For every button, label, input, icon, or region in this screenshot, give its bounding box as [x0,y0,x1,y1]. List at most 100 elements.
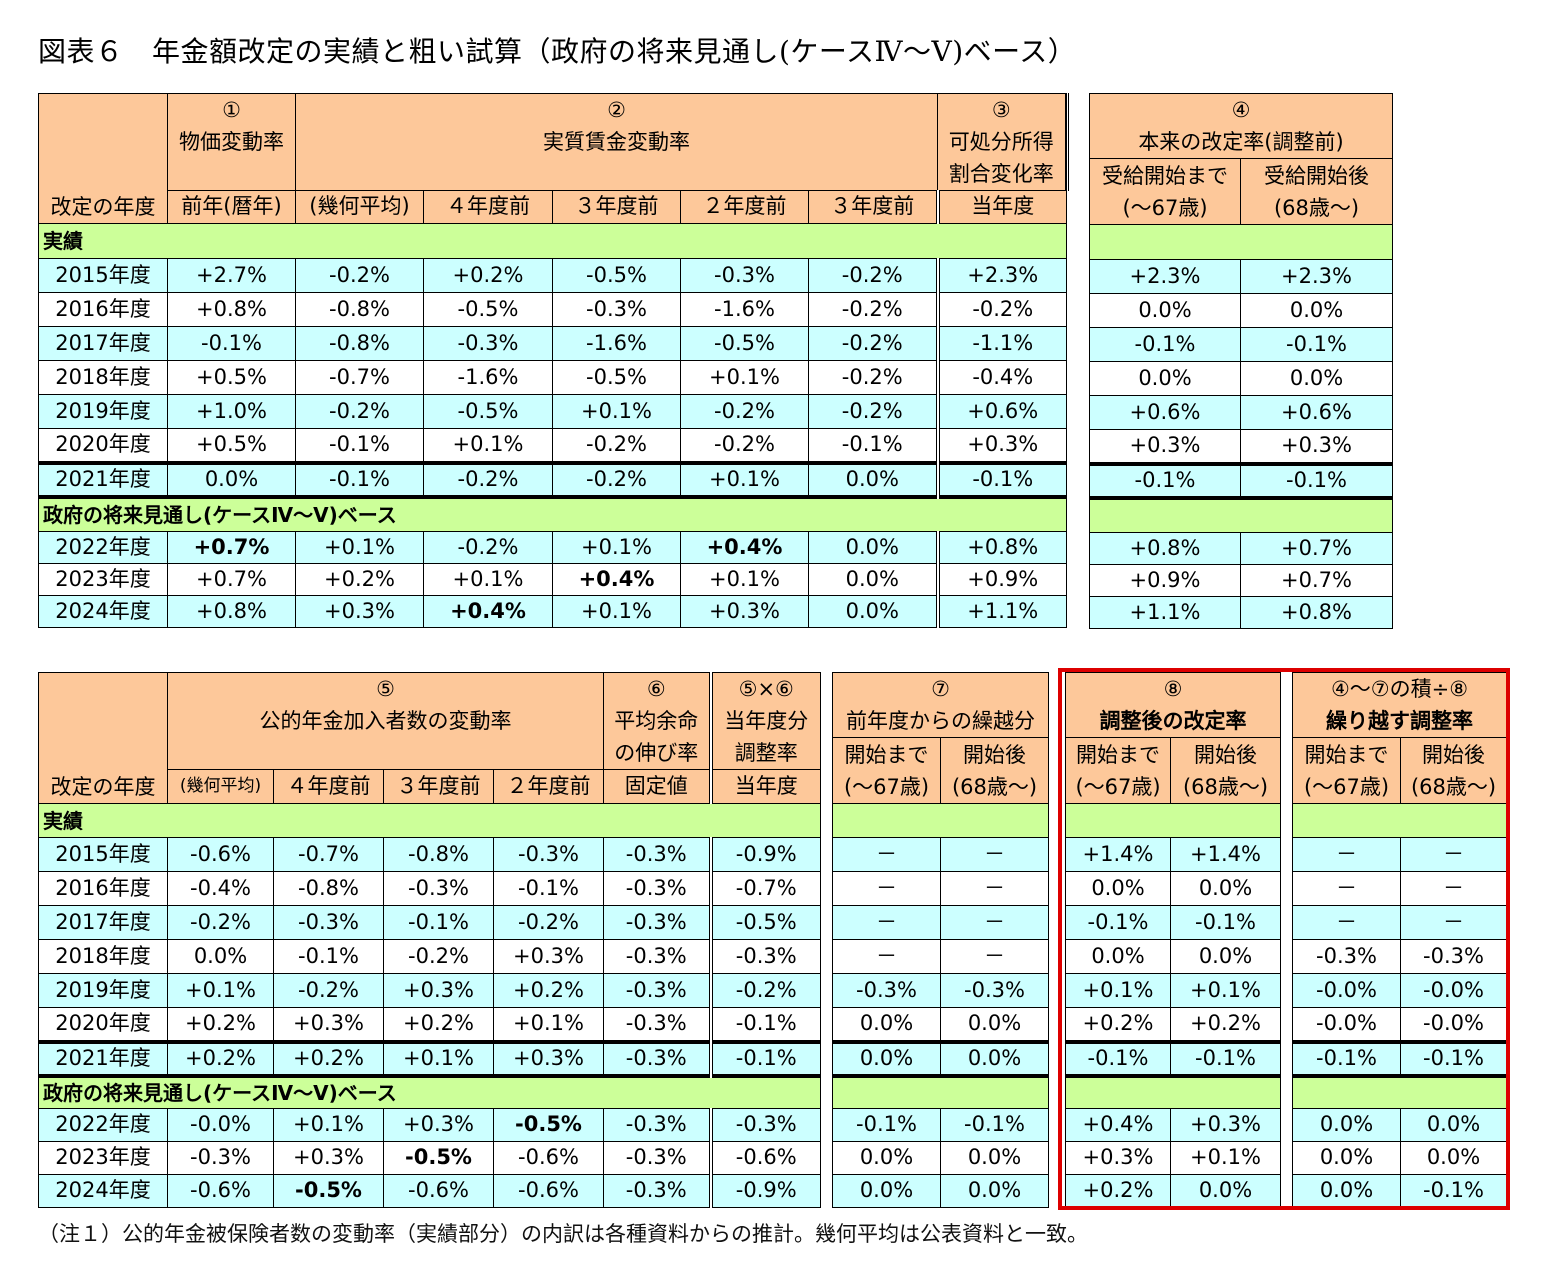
data-row: 2020年度 +0.5% -0.1% +0.1% -0.2% -0.2% -0.1% +0.3… [38,428,1068,463]
subheader-after-start: 受給開始後 (68歳～) [1239,158,1394,225]
value-cell: -0.1% [940,1108,1049,1142]
value-cell: -0.2% [423,531,553,564]
value-cell: 0.0% [807,460,939,497]
value-cell: -0.5% [708,905,821,940]
section-spacer [1065,803,1281,838]
value-cell: -0.6% [167,1174,274,1208]
header-line: ② [607,98,626,122]
top-table-base-rate: ④ 本来の改定率(調整前) 受給開始まで (～67歳) 受給開始後 (68歳～) +2.3%… [1088,93,1394,629]
value-cell: +0.1% [423,428,553,463]
value-cell: +0.7% [1239,532,1394,565]
year-cell: 2023年度 [38,563,168,596]
section-row-projection [1088,495,1394,533]
value-cell: +0.5% [167,360,296,395]
section-label: 実績 [37,223,1068,259]
year-column-header: 改定の年度 [38,93,168,224]
subheader-after-start: 開始後 (68歳～) [1170,737,1281,804]
header-line: 受給開始後 [1264,163,1369,188]
header-line: (68歳～) [1410,774,1497,799]
data-row: +0.8% +0.7% [1089,532,1394,565]
value-cell: -0.3% [383,871,494,906]
section-row-projection: 政府の将来見通し(ケースⅣ～Ⅴ)ベース [38,1073,821,1109]
data-row: -0.1% -0.1% [1089,327,1394,362]
value-cell: +0.1% [423,563,553,596]
value-cell: +0.3% [1239,429,1394,464]
value-cell: -0.2% [680,428,809,463]
year-cell: 2019年度 [38,394,168,429]
value-cell: -0.9% [708,1174,821,1208]
value-cell: +0.8% [167,292,296,327]
subheader: ４年度前 [273,769,384,804]
value-cell: -0.3% [940,973,1049,1008]
year-cell: 2022年度 [38,1108,168,1142]
data-row: +1.1% +0.8% [1089,596,1394,629]
value-cell: -0.1% [1065,905,1171,940]
header-real-wage-change: ② 実質賃金変動率 [294,93,939,191]
value-cell: +0.3% [680,595,809,628]
year-cell: 2017年度 [38,326,168,361]
value-cell: +0.6% [1239,395,1394,430]
subheader-row: 開始まで (～67歳) 開始後 (68歳～) [1292,737,1507,804]
value-cell: -0.8% [295,292,424,327]
section-label: 政府の将来見通し(ケースⅣ～Ⅴ)ベース [38,1073,821,1109]
section-label: 政府の将来見通し(ケースⅣ～Ⅴ)ベース [37,494,1068,532]
value-cell: +0.3% [1065,1141,1171,1175]
data-row: -0.3% -0.3% [832,973,1049,1008]
year-cell: 2024年度 [38,1174,168,1208]
section-spacer [1088,495,1394,533]
value-cell: +0.1% [680,360,809,395]
value-cell: -0.1% [1170,905,1281,940]
header-line: 改定の年度 [50,775,156,799]
value-cell: -0.3% [1292,939,1401,974]
section-row-actual [1065,803,1281,838]
year-cell: 2022年度 [38,531,168,564]
header-row: 改定の年度①物価変動率②実質賃金変動率③可処分所得割合変化率①×②×③名目手取り… [38,93,1068,224]
subheader: ３年度前 [807,190,939,224]
data-row: +0.2% 0.0% [1065,1174,1281,1208]
value-cell: +0.8% [935,531,1068,564]
subheader: ３年度前 [552,190,681,224]
value-cell: 0.0% [1239,293,1394,328]
value-cell: -0.2% [807,360,939,395]
value-cell: +0.2% [1065,1007,1171,1042]
value-cell: +1.0% [167,394,296,429]
value-cell: － [940,871,1049,906]
value-cell: 0.0% [807,531,939,564]
value-cell: － [1292,905,1401,940]
data-row: 2017年度 -0.2% -0.3% -0.1% -0.2% -0.3% -0.5% [38,905,821,940]
data-row: 2020年度 +0.2% +0.3% +0.2% +0.1% -0.3% -0.1% [38,1007,821,1042]
data-row: －－ [1292,871,1507,906]
value-cell: -0.5% [680,326,809,361]
value-cell: +0.6% [1089,395,1241,430]
year-cell: 2023年度 [38,1141,168,1175]
value-cell: － [832,905,941,940]
data-row: 0.0% 0.0% [1292,1108,1507,1142]
subheader-row: 受給開始まで (～67歳) 受給開始後 (68歳～) [1089,158,1394,225]
header-c9: ④～⑦の積÷⑧ 繰り越す調整率 [1292,672,1507,738]
year-cell: 2021年度 [38,1039,168,1076]
value-cell: -0.1% [1239,461,1394,498]
data-row: 0.0% 0.0% [1089,361,1394,396]
header-line: ① [222,98,241,122]
header-line: (68歳～) [1273,195,1360,220]
value-cell: -0.1% [295,460,424,497]
header-line: (68歳～) [951,774,1038,799]
data-row: +0.3% +0.3% [1089,429,1394,464]
value-cell: 0.0% [832,1174,941,1208]
data-row: 2022年度 -0.0% +0.1% +0.3% -0.5% -0.3% -0.3% [38,1108,821,1142]
value-cell: -0.2% [807,292,939,327]
value-cell: 0.0% [807,563,939,596]
value-cell: +2.7% [167,258,296,293]
value-cell: -1.1% [935,326,1068,361]
value-cell: 0.0% [167,939,274,974]
value-cell: -0.3% [603,973,711,1008]
value-cell: +1.4% [1170,837,1281,872]
data-row: 0.0% 0.0% [832,1141,1049,1175]
year-cell: 2020年度 [38,428,168,463]
header-row: ④～⑦の積÷⑧ 繰り越す調整率 [1292,672,1507,738]
header-line: 前年度からの繰越分 [846,709,1035,733]
header-disposable-income: ③ 可処分所得 割合変化率 [937,93,1068,191]
data-row: -0.3% -0.3% [1292,939,1507,974]
section-spacer [1292,803,1507,838]
value-cell: 0.0% [832,1007,941,1042]
